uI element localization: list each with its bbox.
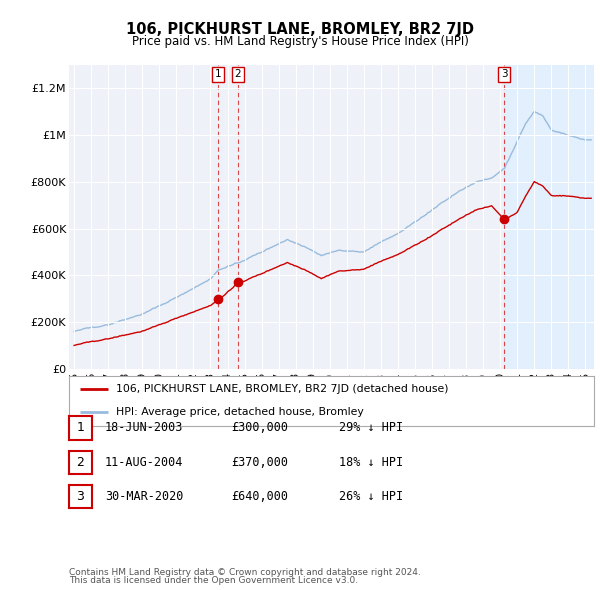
Text: Price paid vs. HM Land Registry's House Price Index (HPI): Price paid vs. HM Land Registry's House … bbox=[131, 35, 469, 48]
Text: 3: 3 bbox=[76, 490, 85, 503]
Text: 11-AUG-2004: 11-AUG-2004 bbox=[105, 455, 184, 468]
Text: 18-JUN-2003: 18-JUN-2003 bbox=[105, 421, 184, 434]
Text: 30-MAR-2020: 30-MAR-2020 bbox=[105, 490, 184, 503]
Text: 106, PICKHURST LANE, BROMLEY, BR2 7JD (detached house): 106, PICKHURST LANE, BROMLEY, BR2 7JD (d… bbox=[116, 384, 449, 394]
Text: 3: 3 bbox=[501, 70, 508, 80]
Text: £300,000: £300,000 bbox=[231, 421, 288, 434]
Text: 1: 1 bbox=[76, 421, 85, 434]
Text: £370,000: £370,000 bbox=[231, 455, 288, 468]
Text: 2: 2 bbox=[76, 455, 85, 468]
Text: 29% ↓ HPI: 29% ↓ HPI bbox=[339, 421, 403, 434]
Text: 106, PICKHURST LANE, BROMLEY, BR2 7JD: 106, PICKHURST LANE, BROMLEY, BR2 7JD bbox=[126, 22, 474, 37]
Text: £640,000: £640,000 bbox=[231, 490, 288, 503]
Text: This data is licensed under the Open Government Licence v3.0.: This data is licensed under the Open Gov… bbox=[69, 576, 358, 585]
Text: 2: 2 bbox=[235, 70, 241, 80]
Bar bbox=[505, 65, 594, 369]
Text: 18% ↓ HPI: 18% ↓ HPI bbox=[339, 455, 403, 468]
Text: Contains HM Land Registry data © Crown copyright and database right 2024.: Contains HM Land Registry data © Crown c… bbox=[69, 568, 421, 577]
Text: 1: 1 bbox=[215, 70, 221, 80]
Text: 26% ↓ HPI: 26% ↓ HPI bbox=[339, 490, 403, 503]
Text: HPI: Average price, detached house, Bromley: HPI: Average price, detached house, Brom… bbox=[116, 408, 364, 418]
